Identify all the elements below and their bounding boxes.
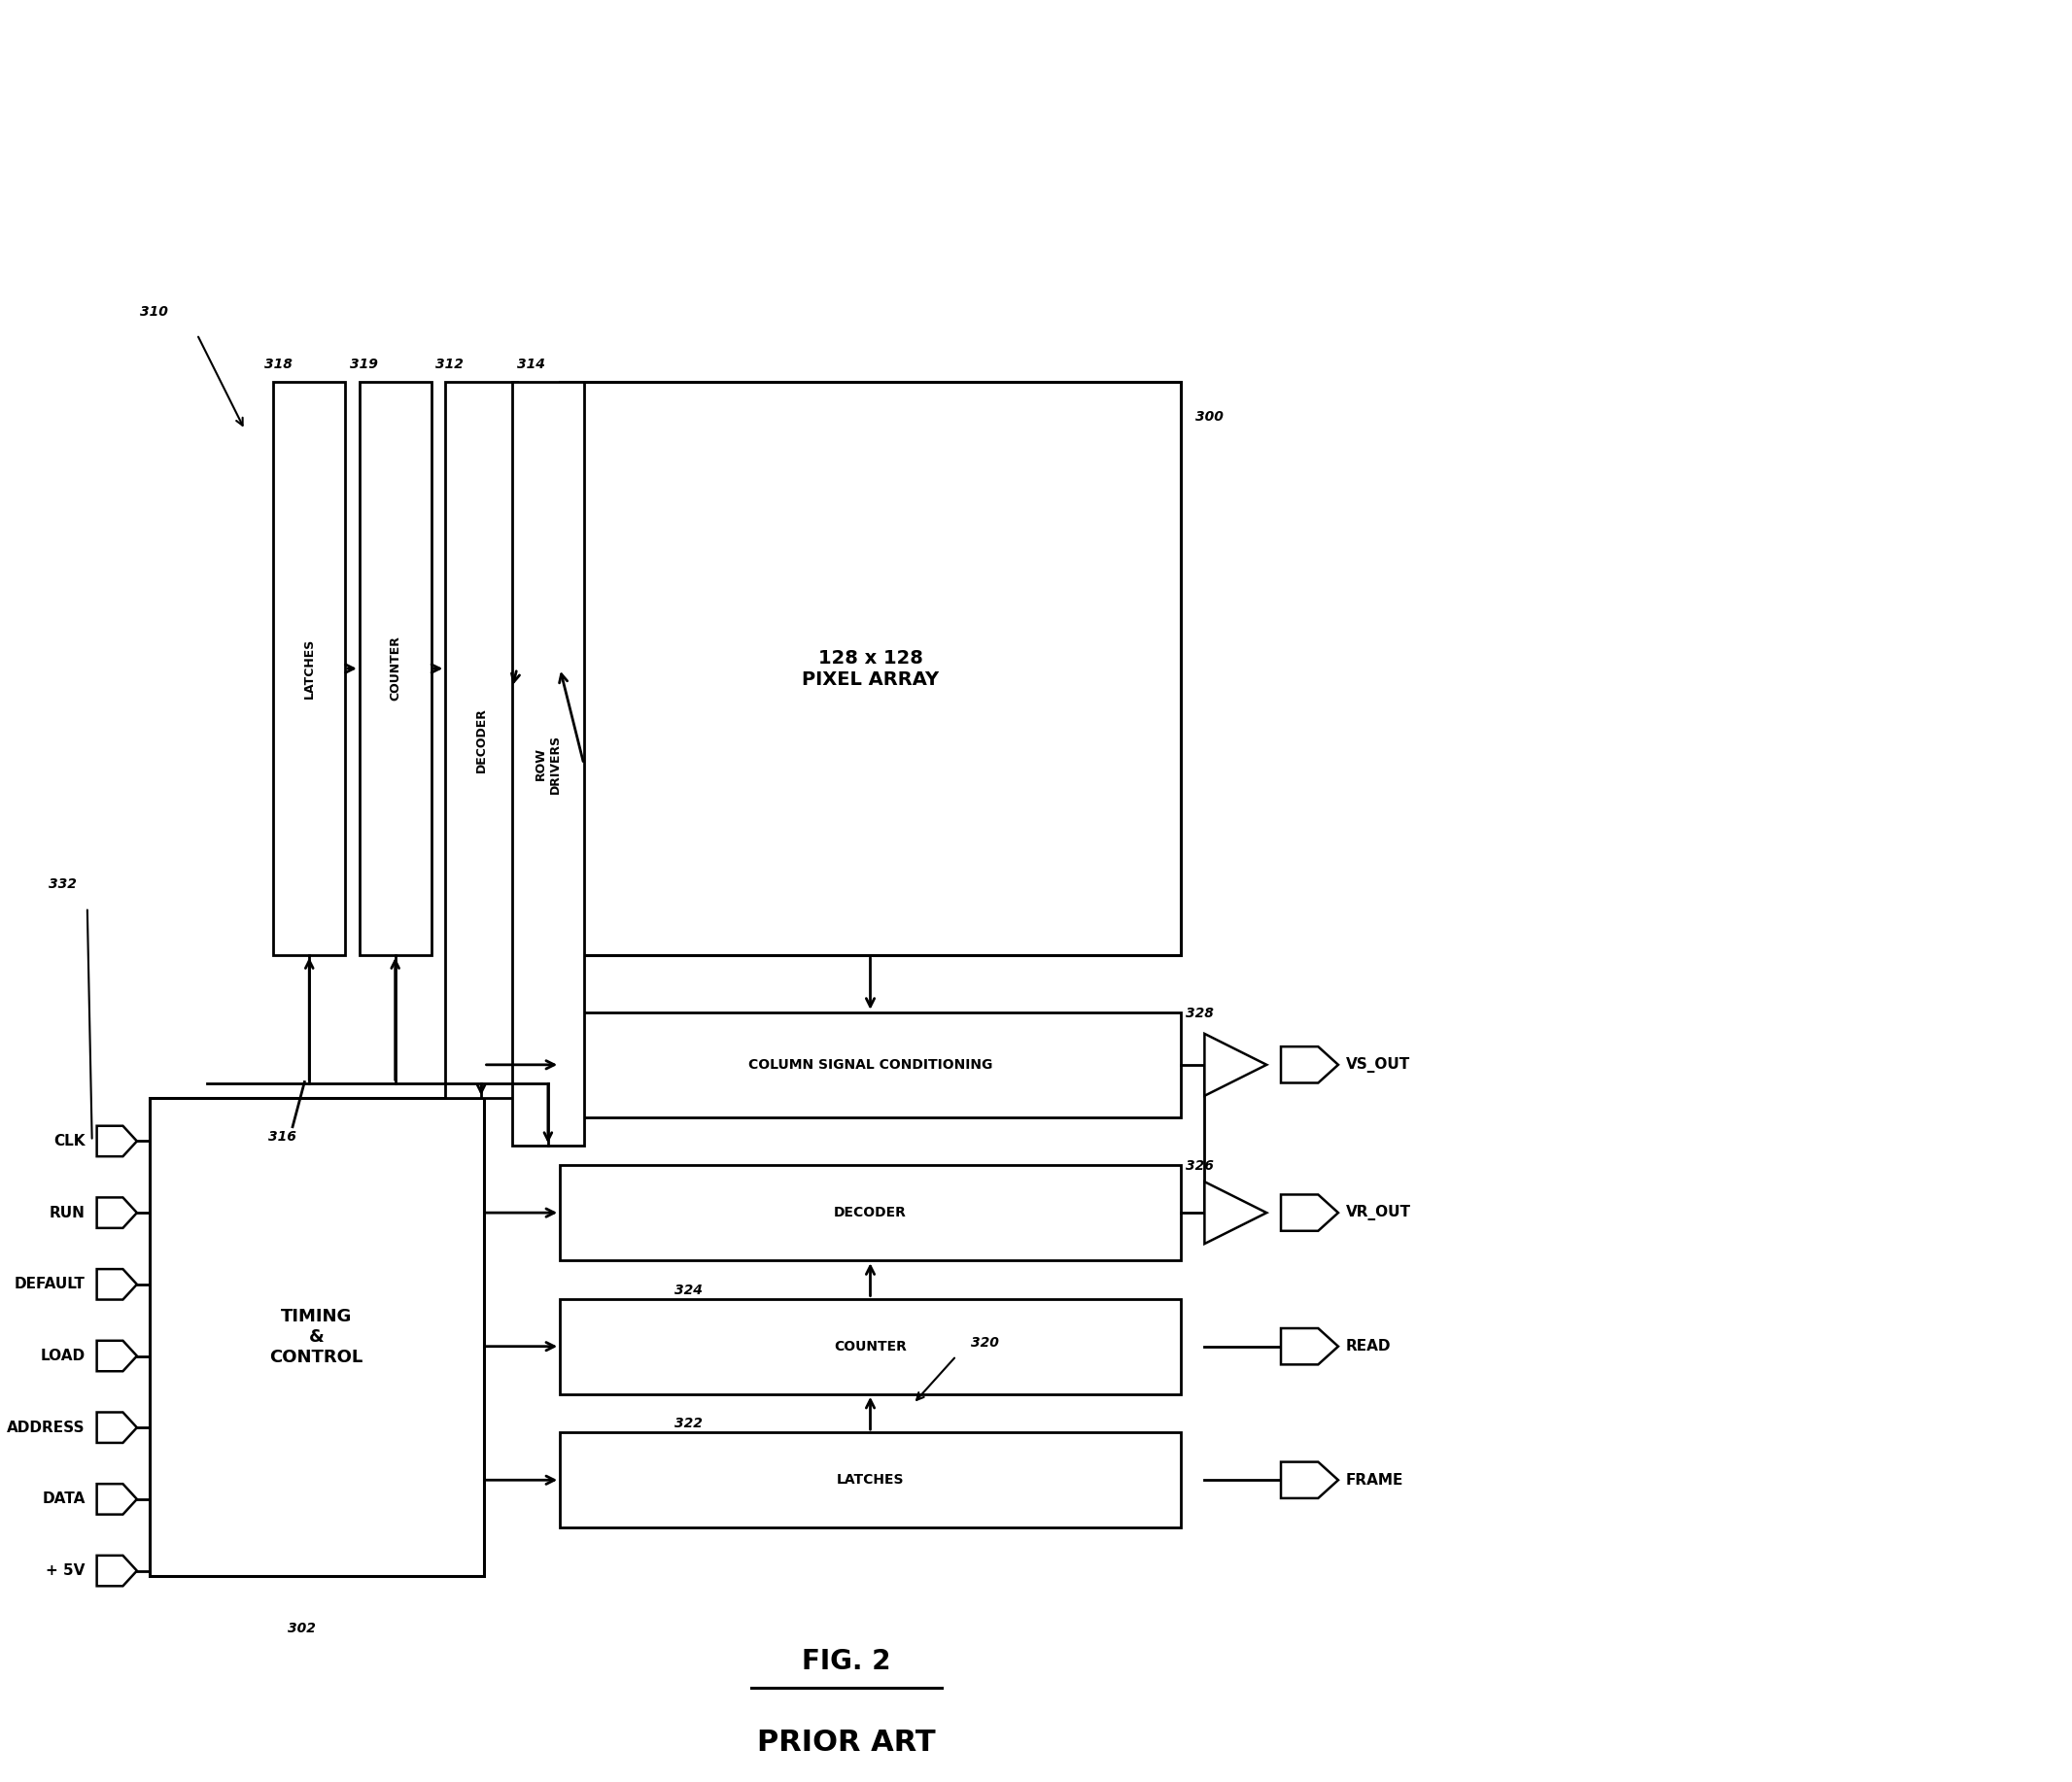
- Bar: [445, 381, 518, 1098]
- Text: FRAME: FRAME: [1347, 1472, 1403, 1488]
- Text: DEFAULT: DEFAULT: [15, 1278, 85, 1292]
- Text: 128 x 128
PIXEL ARRAY: 128 x 128 PIXEL ARRAY: [802, 649, 939, 688]
- Text: DECODER: DECODER: [833, 1206, 908, 1219]
- Bar: [559, 1012, 1181, 1117]
- Bar: [274, 381, 346, 955]
- Text: 312: 312: [435, 356, 464, 371]
- Text: + 5V: + 5V: [46, 1563, 85, 1579]
- Polygon shape: [1280, 1328, 1339, 1365]
- Text: 310: 310: [139, 305, 168, 319]
- Text: TIMING
&
CONTROL: TIMING & CONTROL: [269, 1308, 363, 1365]
- Text: 300: 300: [1196, 410, 1222, 424]
- Polygon shape: [97, 1484, 137, 1515]
- Text: COUNTER: COUNTER: [833, 1340, 908, 1353]
- Text: 326: 326: [1185, 1158, 1214, 1173]
- Bar: [559, 1165, 1181, 1260]
- Bar: [559, 1433, 1181, 1527]
- Bar: [512, 381, 584, 1146]
- Text: 332: 332: [50, 877, 77, 891]
- Text: ROW
DRIVERS: ROW DRIVERS: [535, 734, 562, 793]
- Text: CLK: CLK: [54, 1133, 85, 1148]
- Polygon shape: [97, 1413, 137, 1443]
- Text: DATA: DATA: [41, 1492, 85, 1506]
- Text: DECODER: DECODER: [474, 707, 487, 773]
- Text: 324: 324: [675, 1283, 702, 1297]
- Polygon shape: [97, 1126, 137, 1157]
- Text: PRIOR ART: PRIOR ART: [756, 1729, 937, 1757]
- Text: FIG. 2: FIG. 2: [802, 1648, 891, 1675]
- Polygon shape: [1280, 1461, 1339, 1499]
- Polygon shape: [97, 1340, 137, 1370]
- Polygon shape: [1280, 1046, 1339, 1083]
- Polygon shape: [1280, 1194, 1339, 1231]
- Polygon shape: [97, 1556, 137, 1586]
- Text: READ: READ: [1347, 1338, 1390, 1354]
- Text: 318: 318: [263, 356, 292, 371]
- Text: COUNTER: COUNTER: [390, 636, 402, 700]
- Bar: [559, 381, 1181, 955]
- Text: LATCHES: LATCHES: [303, 638, 315, 699]
- Polygon shape: [97, 1269, 137, 1299]
- Text: 314: 314: [518, 356, 545, 371]
- Text: ADDRESS: ADDRESS: [6, 1420, 85, 1435]
- Text: LATCHES: LATCHES: [837, 1474, 903, 1486]
- Text: 328: 328: [1185, 1007, 1214, 1019]
- Text: COLUMN SIGNAL CONDITIONING: COLUMN SIGNAL CONDITIONING: [748, 1059, 992, 1071]
- Polygon shape: [97, 1198, 137, 1228]
- Text: 320: 320: [970, 1336, 999, 1349]
- Polygon shape: [1204, 1034, 1266, 1096]
- Text: 319: 319: [350, 356, 377, 371]
- Text: RUN: RUN: [50, 1205, 85, 1221]
- Polygon shape: [1204, 1181, 1266, 1244]
- Bar: [559, 1299, 1181, 1394]
- Text: VR_OUT: VR_OUT: [1347, 1205, 1411, 1221]
- Bar: [358, 381, 431, 955]
- Text: 302: 302: [288, 1622, 315, 1636]
- Text: LOAD: LOAD: [41, 1349, 85, 1363]
- Text: VS_OUT: VS_OUT: [1347, 1057, 1411, 1073]
- Bar: [149, 1098, 483, 1575]
- Text: 322: 322: [675, 1417, 702, 1431]
- Text: 316: 316: [269, 1130, 296, 1144]
